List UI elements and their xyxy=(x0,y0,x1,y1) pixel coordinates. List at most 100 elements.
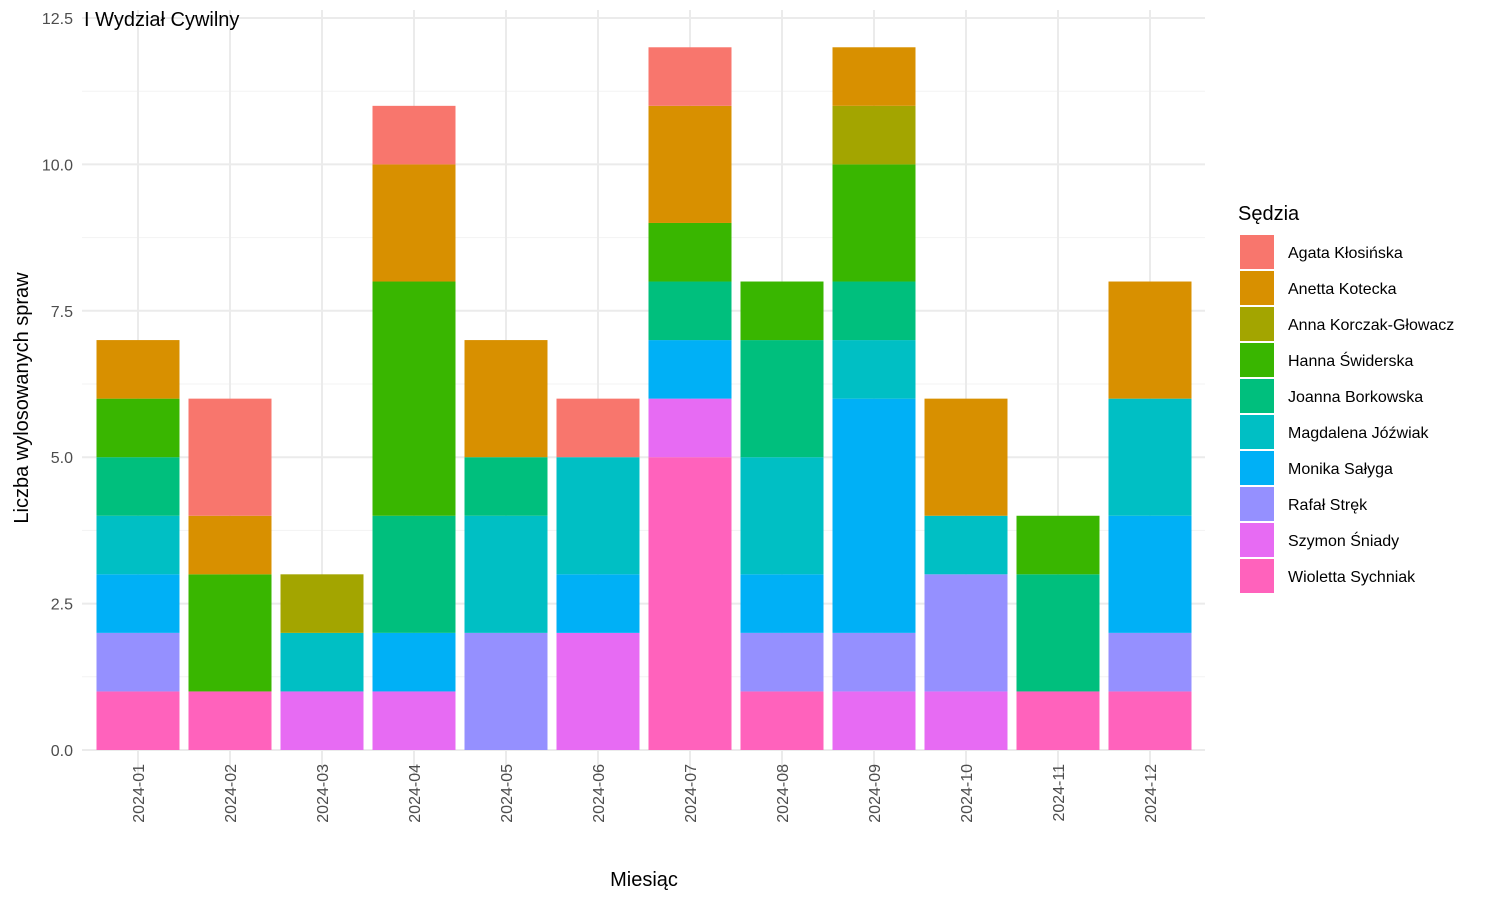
bar-segment xyxy=(372,164,456,282)
bar-segment xyxy=(924,691,1008,750)
bar-segment xyxy=(648,457,732,750)
legend-label: Hanna Świderska xyxy=(1288,351,1414,370)
x-tick-label: 2024-06 xyxy=(591,764,608,823)
bar-segment xyxy=(648,340,732,399)
x-tick-label: 2024-01 xyxy=(131,764,148,823)
y-tick-label: 2.5 xyxy=(51,597,73,614)
bar-segment xyxy=(740,632,824,692)
bar-segment xyxy=(740,281,824,341)
legend-label: Anna Korczak-Głowacz xyxy=(1288,317,1454,334)
legend-label: Joanna Borkowska xyxy=(1288,389,1423,406)
bar-segment xyxy=(740,574,824,633)
bar-segment xyxy=(372,281,456,516)
legend-label: Anetta Kotecka xyxy=(1288,281,1397,298)
bar-segment xyxy=(556,574,640,633)
x-tick-label: 2024-09 xyxy=(867,764,884,823)
x-tick-label: 2024-08 xyxy=(775,764,792,823)
x-axis-title: Miesiąc xyxy=(610,869,678,891)
legend-key xyxy=(1240,559,1274,593)
bar-segment xyxy=(1108,281,1192,399)
bar-segment xyxy=(832,47,916,106)
axis-layer: 0.0 2.5 5.0 7.5 10.0 12.5 2024-01 2024-02 2024-0… xyxy=(42,11,1160,823)
bar-segment xyxy=(96,574,180,633)
legend-label: Agata Kłosińska xyxy=(1288,245,1403,262)
bar-segment xyxy=(1108,398,1192,516)
legend-key xyxy=(1240,235,1274,269)
bar-segment xyxy=(188,398,272,516)
legend-key xyxy=(1240,343,1274,377)
bar-segment xyxy=(556,632,640,750)
bar-segment xyxy=(556,398,640,458)
legend-key xyxy=(1240,523,1274,557)
legend-key xyxy=(1240,379,1274,413)
legend-key xyxy=(1240,415,1274,449)
bar-segment xyxy=(648,105,732,223)
legend-label: Wioletta Sychniak xyxy=(1288,569,1416,586)
bar-segment xyxy=(648,398,732,458)
bar-segment xyxy=(832,340,916,399)
legend-label: Monika Sałyga xyxy=(1288,461,1393,478)
bar-segment xyxy=(464,515,548,633)
y-tick-label: 0.0 xyxy=(51,743,73,760)
bar-segment xyxy=(464,457,548,516)
bar-segment xyxy=(648,281,732,341)
bar-segment xyxy=(832,164,916,282)
x-tick-label: 2024-12 xyxy=(1143,764,1160,823)
y-tick-label: 5.0 xyxy=(51,450,73,467)
legend-label: Szymon Śniady xyxy=(1288,531,1399,550)
y-tick-label: 12.5 xyxy=(42,11,73,28)
chart-title: I Wydział Cywilny xyxy=(84,9,239,31)
bar-segment xyxy=(188,691,272,750)
bar-segment xyxy=(464,340,548,458)
legend-label: Magdalena Jóźwiak xyxy=(1288,425,1430,442)
bar-segment xyxy=(96,457,180,516)
bar-segment xyxy=(372,632,456,692)
x-tick-label: 2024-04 xyxy=(407,764,424,823)
x-tick-label: 2024-05 xyxy=(499,764,516,823)
legend-key xyxy=(1240,451,1274,485)
legend-key xyxy=(1240,487,1274,521)
legend-key xyxy=(1240,307,1274,341)
legend: Agata Kłosińska Anetta Kotecka Anna Korcza… xyxy=(1240,235,1454,593)
x-tick-label: 2024-07 xyxy=(683,764,700,823)
bar-segment xyxy=(740,457,824,575)
legend-title: Sędzia xyxy=(1238,203,1300,225)
y-tick-label: 7.5 xyxy=(51,304,73,321)
bar-segment xyxy=(96,340,180,399)
bar-segment xyxy=(372,515,456,633)
bar-segment xyxy=(924,398,1008,516)
y-axis-title: Liczba wylosowanych spraw xyxy=(11,272,33,524)
bar-segment xyxy=(832,105,916,165)
bar-segment xyxy=(740,340,824,458)
x-tick-label: 2024-03 xyxy=(315,764,332,823)
bars-layer xyxy=(96,47,1192,750)
bar-segment xyxy=(372,691,456,750)
bar-segment xyxy=(648,222,732,282)
bar-segment xyxy=(280,574,364,633)
bar-segment xyxy=(372,105,456,165)
legend-label: Rafał Stręk xyxy=(1288,497,1368,514)
bar-segment xyxy=(740,691,824,750)
bar-segment xyxy=(556,457,640,575)
bar-segment xyxy=(832,691,916,750)
bar-segment xyxy=(280,691,364,750)
bar-segment xyxy=(96,691,180,750)
bar-segment xyxy=(1108,632,1192,692)
bar-segment xyxy=(1108,691,1192,750)
bar-segment xyxy=(96,398,180,458)
x-tick-label: 2024-02 xyxy=(223,764,240,823)
bar-segment xyxy=(188,574,272,692)
bar-segment xyxy=(924,515,1008,575)
x-tick-label: 2024-10 xyxy=(959,764,976,823)
bar-segment xyxy=(280,632,364,692)
bar-segment xyxy=(188,515,272,575)
bar-segment xyxy=(924,574,1008,692)
bar-segment xyxy=(1016,691,1100,750)
bar-segment xyxy=(96,632,180,692)
legend-key xyxy=(1240,271,1274,305)
bar-segment xyxy=(832,632,916,692)
bar-segment xyxy=(832,281,916,341)
bar-segment xyxy=(832,398,916,633)
